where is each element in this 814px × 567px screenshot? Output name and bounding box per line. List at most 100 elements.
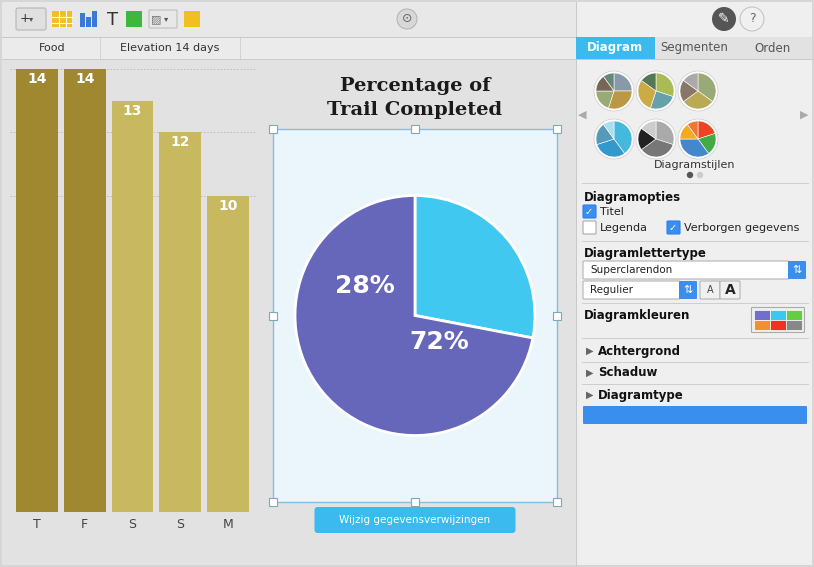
FancyBboxPatch shape [720, 281, 740, 299]
Bar [63, 69, 106, 512]
Wedge shape [641, 139, 673, 157]
Wedge shape [614, 121, 632, 154]
Text: Diagramkleuren: Diagramkleuren [584, 310, 690, 323]
Bar [770, 310, 786, 320]
Wedge shape [638, 81, 656, 108]
Text: +: + [20, 12, 30, 26]
Circle shape [740, 7, 764, 31]
Wedge shape [415, 196, 535, 338]
FancyBboxPatch shape [583, 221, 596, 234]
Text: M: M [223, 518, 234, 531]
Text: Titel: Titel [600, 207, 624, 217]
Bar [411, 498, 419, 506]
Text: ▶: ▶ [799, 110, 808, 120]
FancyBboxPatch shape [583, 281, 680, 299]
Text: ▨: ▨ [151, 14, 161, 24]
Bar [786, 320, 802, 330]
Text: 28%: 28% [335, 273, 395, 298]
Text: ?: ? [749, 12, 755, 26]
Wedge shape [608, 91, 632, 109]
Bar [411, 125, 419, 133]
Text: ⇅: ⇅ [683, 285, 693, 295]
Wedge shape [603, 73, 614, 91]
FancyBboxPatch shape [583, 205, 596, 218]
Circle shape [712, 7, 736, 31]
Bar [52, 11, 72, 27]
Text: ▶: ▶ [586, 346, 593, 356]
Bar [770, 320, 786, 330]
Text: S: S [129, 518, 137, 531]
Bar [553, 125, 561, 133]
Bar [576, 37, 654, 59]
Wedge shape [680, 81, 698, 101]
Bar [269, 498, 277, 506]
Text: S: S [177, 518, 184, 531]
Text: Regulier: Regulier [590, 285, 633, 295]
Bar [786, 310, 802, 320]
Wedge shape [656, 121, 674, 145]
Text: Elevation 14 days: Elevation 14 days [120, 43, 220, 53]
Circle shape [636, 119, 676, 159]
Text: ▾: ▾ [164, 15, 168, 23]
Wedge shape [596, 77, 614, 91]
Text: Wijzig gegevensverwijzingen: Wijzig gegevensverwijzingen [339, 515, 491, 525]
Text: Orden: Orden [755, 41, 790, 54]
Bar [576, 37, 812, 59]
Text: 10: 10 [218, 198, 238, 213]
Wedge shape [687, 121, 698, 139]
Text: ▾: ▾ [28, 15, 33, 23]
Bar [126, 11, 142, 27]
Text: Verborgen gegevens: Verborgen gegevens [684, 223, 799, 233]
FancyBboxPatch shape [583, 406, 807, 424]
Text: Diagram: Diagram [587, 41, 643, 54]
Wedge shape [698, 121, 716, 139]
Text: 12: 12 [171, 136, 190, 149]
Bar [553, 498, 561, 506]
Text: Diagramlettertype: Diagramlettertype [584, 248, 707, 260]
Text: Legenda: Legenda [600, 223, 648, 233]
Circle shape [594, 71, 634, 111]
FancyBboxPatch shape [667, 221, 680, 234]
Text: ⇅: ⇅ [792, 265, 802, 275]
Bar [86, 17, 91, 27]
Bar [10, 69, 255, 512]
Bar [2, 37, 576, 59]
Wedge shape [295, 196, 533, 435]
Text: T: T [33, 518, 41, 531]
Wedge shape [680, 139, 708, 157]
Text: Diagramopties: Diagramopties [584, 191, 681, 204]
Bar [754, 310, 770, 320]
Text: ✓: ✓ [585, 207, 593, 217]
Text: ⊙: ⊙ [402, 12, 412, 26]
Bar [160, 132, 201, 512]
FancyBboxPatch shape [679, 281, 697, 299]
Bar [269, 311, 277, 319]
Wedge shape [684, 91, 712, 109]
Text: 13: 13 [123, 104, 142, 117]
Text: Segmenten: Segmenten [660, 41, 728, 54]
Wedge shape [597, 139, 624, 157]
Text: T: T [107, 11, 119, 29]
Text: ▶: ▶ [586, 368, 593, 378]
Text: A: A [724, 283, 735, 297]
Text: Food: Food [39, 43, 65, 53]
Bar [553, 311, 561, 319]
Circle shape [397, 9, 417, 29]
Wedge shape [656, 73, 674, 96]
Text: ◀: ◀ [578, 110, 586, 120]
Text: 72%: 72% [409, 330, 469, 354]
Wedge shape [603, 121, 614, 139]
Circle shape [594, 119, 634, 159]
Text: ✓: ✓ [669, 223, 677, 233]
Bar [269, 125, 277, 133]
Bar [576, 2, 812, 565]
Wedge shape [596, 91, 614, 108]
Text: F: F [81, 518, 88, 531]
Bar [2, 59, 576, 565]
Wedge shape [680, 124, 698, 139]
Bar [754, 320, 770, 330]
FancyBboxPatch shape [314, 507, 515, 533]
FancyBboxPatch shape [583, 261, 789, 279]
Bar [80, 13, 85, 27]
Wedge shape [698, 133, 716, 154]
